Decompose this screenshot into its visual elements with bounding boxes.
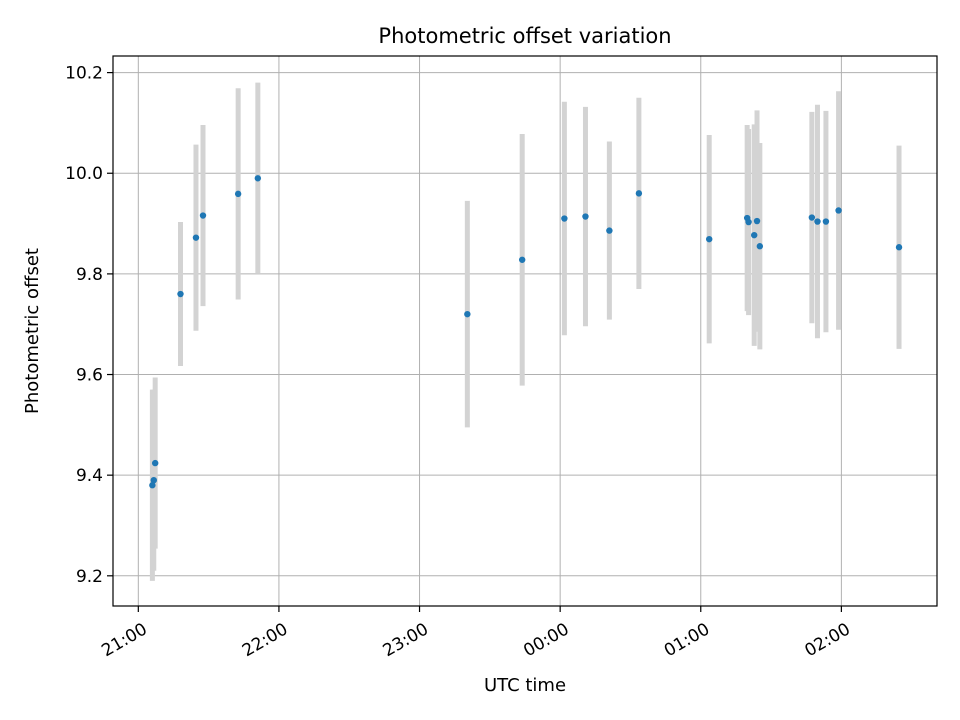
data-point [895,244,903,251]
x-tick-label: 02:00 [801,619,853,661]
y-axis-label: Photometric offset [22,248,43,414]
plot-frame [112,55,938,607]
data-point [582,213,589,220]
x-tick-label: 21:00 [98,619,150,661]
x-tick-label: 23:00 [380,619,432,661]
tick-layer: 21:00 22:00 23:00 00:00 01:00 02:00 9.2 9.4 9.6 9… [65,64,854,662]
y-tick-label: 9.6 [76,366,103,386]
data-point [606,227,613,234]
errorbar-layer [149,82,902,581]
data-point [149,482,156,489]
data-point [464,310,471,318]
data-point [254,175,262,182]
chart-title: Photometric offset variation [378,24,671,48]
x-tick-label: 01:00 [661,619,713,661]
data-point [822,218,830,225]
data-point [635,190,643,197]
data-point [751,231,758,239]
point-layer [149,175,903,489]
y-tick-label: 10.2 [65,64,103,84]
y-tick-label: 9.4 [76,466,103,486]
data-point [753,217,761,225]
data-point [199,212,207,219]
grid-layer [113,56,937,606]
data-point [150,476,157,484]
data-point [234,190,242,198]
data-point [745,218,752,226]
data-point [706,235,713,243]
data-point [561,215,568,222]
y-tick-label: 10.0 [65,164,103,184]
data-point [192,234,200,241]
data-point [835,207,842,214]
data-point [808,214,816,221]
data-point [814,218,821,225]
data-point [518,256,526,263]
x-tick-label: 22:00 [239,619,291,661]
data-point [756,243,764,250]
data-point [151,459,159,467]
data-point [177,290,184,298]
x-tick-label: 00:00 [520,619,572,661]
x-axis-label: UTC time [484,675,566,696]
y-tick-label: 9.2 [76,567,103,587]
y-tick-label: 9.8 [76,265,103,285]
